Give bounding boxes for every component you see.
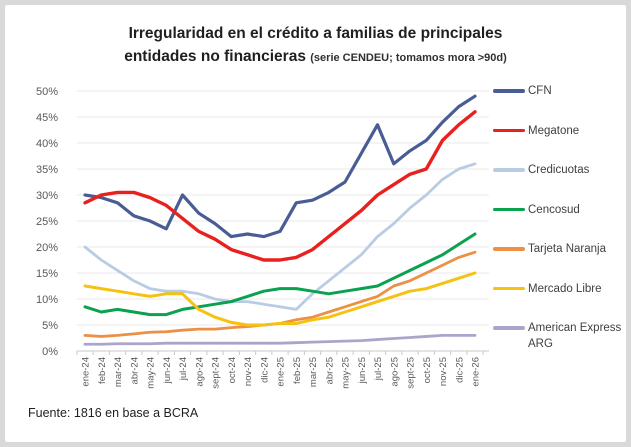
x-axis-tick-label: ago-24 — [194, 357, 205, 387]
x-axis-tick-label: feb-25 — [292, 357, 303, 384]
x-axis-tick-label: oct-24 — [227, 357, 238, 383]
x-axis-tick-label: abr-25 — [324, 357, 335, 384]
y-axis-tick-label: 35% — [36, 164, 58, 176]
legend-label: Megatone — [528, 124, 580, 137]
x-axis-tick-label: ene-24 — [81, 357, 92, 387]
x-axis-tick-label: jul-25 — [373, 357, 384, 381]
series-line-american-express-arg — [83, 333, 477, 346]
legend-swatch — [493, 168, 525, 172]
chart-card — [5, 5, 626, 442]
y-axis-tick-label: 50% — [36, 86, 58, 98]
y-axis-tick-label: 10% — [36, 294, 58, 306]
y-axis-tick-label: 45% — [36, 112, 58, 124]
legend-swatch — [493, 207, 525, 212]
legend-item: Megatone — [493, 124, 625, 140]
y-axis-tick-label: 0% — [42, 346, 58, 358]
series-line-megatone — [83, 110, 477, 262]
legend-label: Credicuotas — [528, 164, 590, 177]
title-line-2: entidades no financieras (serie CENDEU; … — [40, 45, 591, 68]
source-note: Fuente: 1816 en base a BCRA — [28, 406, 199, 420]
x-axis-tick-label: mar-25 — [308, 357, 319, 387]
title-line-2-text: entidades no financieras — [124, 48, 306, 66]
y-axis-tick-label: 30% — [36, 190, 58, 202]
legend-label: Cencosud — [528, 203, 580, 216]
legend-swatch — [493, 247, 525, 251]
x-axis-tick-label: sept-24 — [211, 357, 222, 389]
x-axis-tick-label: mar-24 — [113, 357, 124, 387]
x-axis-tick-label: feb-24 — [97, 357, 108, 384]
y-axis-tick-label: 20% — [36, 242, 58, 254]
y-axis-tick-label: 40% — [36, 138, 58, 150]
x-axis-tick-label: dic-24 — [259, 357, 270, 383]
x-axis-tick-label: jul-24 — [178, 357, 189, 381]
legend-label: CFN — [528, 85, 552, 97]
legend-item: Cencosud — [493, 203, 625, 219]
legend-swatch — [493, 128, 525, 133]
legend-item: CFN — [493, 84, 625, 100]
x-axis-tick-label: jun-25 — [357, 357, 368, 384]
title-line-1: Irregularidad en el crédito a familias d… — [128, 25, 503, 42]
x-axis-tick-label: dic-25 — [454, 357, 465, 383]
series-line-mercado-libre — [83, 271, 477, 327]
legend-item: Tarjeta Naranja — [493, 242, 625, 258]
legend-item: American Express ARG — [493, 321, 625, 352]
x-axis-tick-label: ago-25 — [389, 357, 400, 387]
chart-legend: CFN Megatone Credicuotas Cencosud Tarjeta Na… — [493, 84, 625, 352]
legend-swatch — [493, 326, 525, 330]
legend-item: Mercado Libre — [493, 282, 625, 298]
legend-label: Mercado Libre — [528, 282, 602, 295]
legend-label: American Express ARG — [528, 322, 622, 350]
x-axis-tick-label: may-25 — [341, 357, 352, 389]
y-axis-tick-label: 5% — [42, 320, 58, 332]
x-axis-tick-label: nov-25 — [438, 357, 449, 386]
x-axis-tick-label: ene-25 — [276, 357, 287, 387]
legend-swatch — [493, 89, 525, 93]
chart-title: Irregularidad en el crédito a familias d… — [40, 22, 591, 69]
x-axis-tick-label: sept-25 — [406, 357, 417, 389]
x-axis-tick-label: jun-24 — [162, 357, 173, 384]
x-axis-tick-label: abr-24 — [129, 357, 140, 384]
x-axis-tick-label: may-24 — [146, 357, 157, 389]
series-line-credicuotas — [83, 162, 477, 311]
series-line-cfn — [83, 94, 477, 239]
x-axis-tick-label: oct-25 — [422, 357, 433, 383]
title-subtitle: (serie CENDEU; tomamos mora >90d) — [310, 52, 507, 65]
legend-swatch — [493, 286, 525, 291]
y-axis-tick-label: 25% — [36, 216, 58, 228]
legend-item: Credicuotas — [493, 163, 625, 179]
x-axis-tick-label: ene-26 — [471, 357, 482, 387]
x-axis-tick-label: nov-24 — [243, 357, 254, 386]
y-axis-tick-label: 15% — [36, 268, 58, 280]
series-line-cencosud — [83, 232, 477, 317]
legend-label: Tarjeta Naranja — [528, 243, 606, 256]
